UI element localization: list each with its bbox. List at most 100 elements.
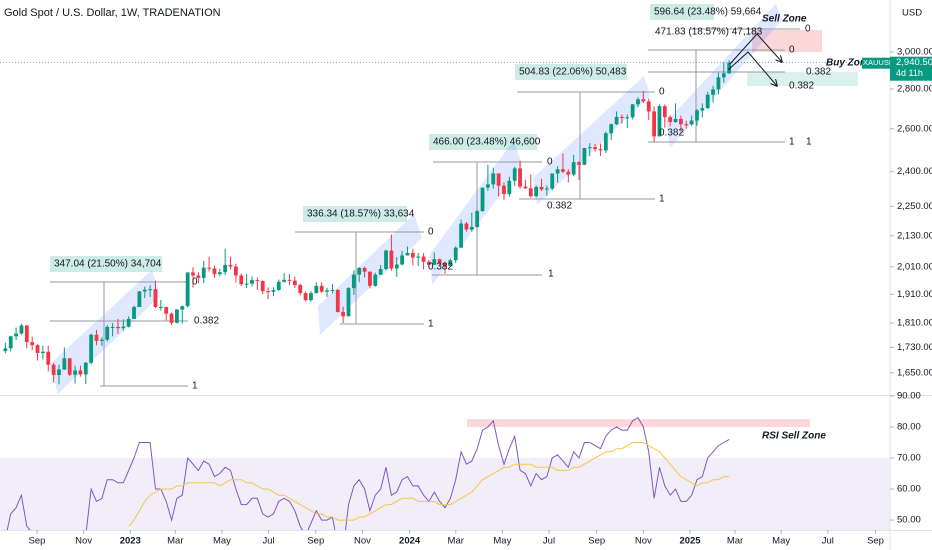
rsi-back [0, 419, 890, 530]
x-tick-label: May [493, 536, 511, 547]
candle-body [459, 223, 463, 248]
candle-body [518, 168, 522, 187]
candle-body [528, 188, 533, 197]
candle-body [630, 104, 635, 118]
x-tick-label: Sep [307, 536, 324, 547]
measure-label: 336.34 (18.57%) 33,634 [307, 209, 415, 220]
x-tick-label: Nov [635, 536, 652, 547]
candle-body [201, 267, 206, 278]
price-label: 2,940.50 [896, 57, 932, 68]
candle-body [244, 283, 249, 285]
zone-label: Buy Zone [826, 58, 872, 69]
candle-body [480, 187, 485, 212]
candle-body [427, 261, 431, 265]
sell-zone [752, 30, 822, 52]
candle-body [175, 309, 179, 323]
candle-body [432, 259, 437, 265]
x-tick-label: Jul [543, 536, 555, 547]
y-tick-label: 2,130.00 [897, 230, 932, 241]
candle-body [276, 281, 281, 291]
y-tick-label: 2,400.00 [897, 166, 932, 177]
candle-body [351, 274, 356, 289]
candle-body [67, 358, 72, 375]
x-tick-label: May [213, 536, 231, 547]
countdown-label: 4d 11h [896, 68, 923, 78]
candle-body [309, 293, 313, 301]
candle-body [346, 288, 351, 317]
candle-body [555, 169, 560, 174]
candle-body [335, 290, 340, 312]
candle-body [705, 94, 710, 109]
candle-body [416, 256, 421, 258]
candle-body [544, 188, 549, 190]
fib-label: 0.382 [789, 81, 814, 92]
y-tick-label: 70.00 [897, 453, 921, 464]
candle-body [453, 247, 458, 261]
zone-label: RSI Sell Zone [762, 431, 826, 442]
rsi-sell-zone [467, 419, 810, 427]
candle-body [384, 250, 388, 269]
measure-label: 471.83 (18.57%) 47,183 [655, 27, 763, 38]
fib-label: 0 [428, 227, 434, 238]
candle-body [234, 266, 238, 276]
candle-body [212, 268, 217, 275]
candle-body [679, 118, 683, 125]
fib-label: 1 [192, 381, 198, 392]
candle-body [582, 148, 587, 165]
x-tick-label: Nov [354, 536, 371, 547]
candle-body [684, 124, 689, 126]
symbol-label: XAUUSD [863, 58, 895, 67]
candle-body [40, 351, 45, 353]
x-tick-label: Jul [822, 536, 834, 547]
candle-body [330, 290, 335, 292]
candle-body [539, 186, 544, 190]
candle-body [62, 358, 67, 370]
candle-body [89, 334, 94, 363]
candle-body [496, 173, 501, 186]
fib-label: 1 [428, 319, 434, 330]
candle-body [362, 267, 367, 272]
candle-body [30, 342, 35, 346]
candle-body [169, 313, 174, 323]
candle-body [523, 186, 528, 189]
candle-body [394, 264, 399, 269]
candle-body [255, 280, 260, 282]
measure-label: 347.04 (21.50%) 34,704 [54, 259, 162, 270]
rsi-lines [6, 417, 730, 530]
fib-label: 0.382 [428, 262, 453, 273]
candle-body [400, 255, 405, 265]
candle-body [357, 267, 362, 275]
candle-body [571, 162, 576, 175]
candle-body [566, 171, 571, 175]
x-tick-label: Sep [29, 536, 46, 547]
candle-body [502, 185, 506, 195]
y-tick-label: 1,730.00 [897, 342, 932, 353]
fib-label: 0 [805, 24, 811, 35]
candles [0, 60, 890, 385]
price-box [890, 56, 932, 81]
candle-body [137, 291, 142, 308]
candle-body [287, 279, 292, 281]
y-tick-label: 1,810.00 [897, 318, 932, 329]
measure-box [303, 206, 407, 222]
candle-body [164, 307, 169, 314]
candle-body [185, 272, 190, 307]
fib-label: 1 [548, 269, 554, 280]
rsi-band [0, 458, 890, 530]
y-tick-label: 2,800.00 [897, 83, 932, 94]
candle-body [373, 274, 378, 286]
candle-body [207, 267, 211, 269]
candle-body [153, 289, 158, 308]
candle-body [721, 73, 726, 78]
fib-label: 0 [659, 87, 665, 98]
candle-body [35, 345, 40, 353]
candle-body [73, 370, 77, 375]
x-tick-label: Mar [727, 536, 743, 547]
fib-label: 0.382 [806, 67, 831, 78]
candle-body [57, 369, 61, 376]
chart-title: Gold Spot / U.S. Dollar, 1W, TRADENATION [4, 7, 221, 19]
candle-body [512, 168, 517, 181]
candle-body [99, 339, 104, 341]
candle-body [491, 173, 496, 185]
